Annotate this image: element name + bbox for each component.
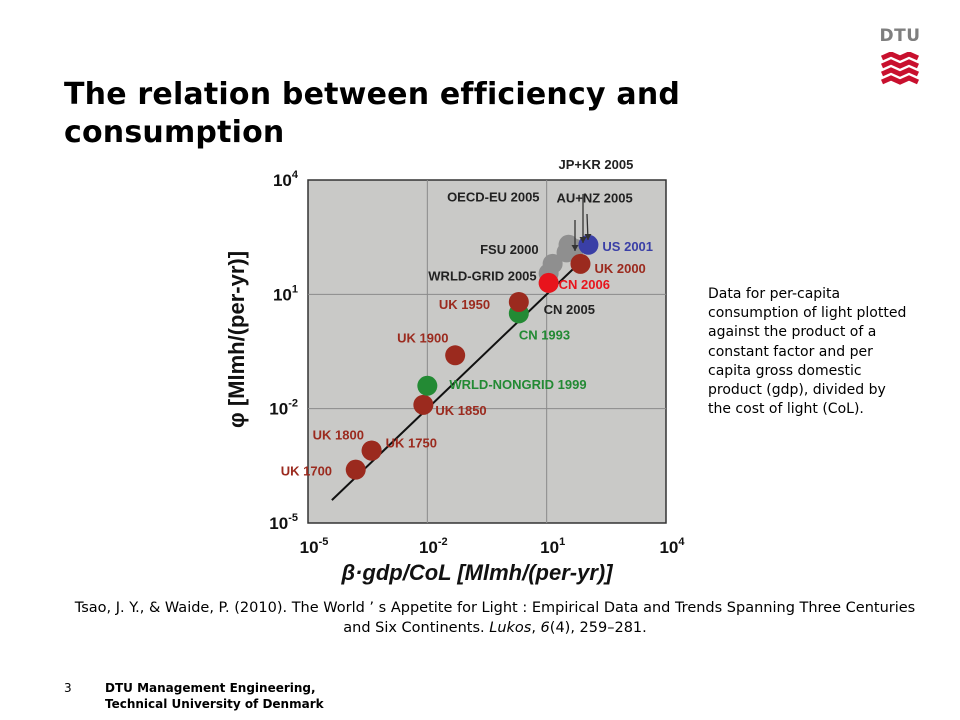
data-point-16 xyxy=(570,253,591,274)
consumption-vs-efficiency-chart: 10-5 10-2 101 104 10-5 10-2 101 104 β·gdp/CoL [M… xyxy=(224,160,685,585)
footer-line-2: Technical University of Denmark xyxy=(105,697,324,711)
y-tick-label-4: 104 xyxy=(273,169,299,190)
y-tick-label-1: 10-5 xyxy=(269,512,298,533)
page-number: 3 xyxy=(64,681,72,695)
point-label-17: US 2001 xyxy=(602,239,653,254)
dtu-wave-mark-icon xyxy=(880,52,920,85)
title-line-1: The relation between efficiency and xyxy=(64,77,681,112)
data-point-10 xyxy=(542,253,563,274)
point-label-9: WRLD-GRID 2005 xyxy=(428,268,536,283)
point-label-10: FSU 2000 xyxy=(480,242,539,257)
citation: Tsao, J. Y., & Waide, P. (2010). The Wor… xyxy=(74,600,916,636)
point-label-16: UK 2000 xyxy=(594,261,645,276)
y-tick-label-3: 101 xyxy=(273,283,298,304)
callout-arrowhead-3 xyxy=(584,234,592,240)
y-tick-label-2: 10-2 xyxy=(269,398,298,419)
department-name: DTU Management Engineering, Technical Un… xyxy=(105,680,405,712)
callout-arrowhead-1 xyxy=(571,245,579,251)
point-label-7: CN 1993 xyxy=(519,327,570,342)
logo-wave-3 xyxy=(880,67,920,77)
point-label-12: AU+NZ 2005 xyxy=(557,191,633,206)
data-point-3 xyxy=(361,440,382,461)
logo-wave-1 xyxy=(880,52,920,61)
data-point-6 xyxy=(445,345,466,366)
point-label-15: CN 2006 xyxy=(559,277,610,292)
point-label-3: UK 1800 xyxy=(313,428,364,443)
point-label-11: OECD-EU 2005 xyxy=(447,189,539,204)
title-line-2: consumption xyxy=(64,115,285,150)
chart-description: Data for per-capita consumption of light… xyxy=(708,286,907,418)
citation-volume: 6 xyxy=(540,620,550,636)
data-point-8 xyxy=(508,291,529,312)
x-tick-label-3: 101 xyxy=(540,536,565,557)
point-label-1: UK 1700 xyxy=(281,464,332,479)
x-axis-title: β·gdp/CoL [Mlmh/(per-yr)] xyxy=(340,560,613,585)
slide-title: The relation between efficiency and cons… xyxy=(64,76,784,152)
point-label-13: JP+KR 2005 xyxy=(559,160,634,172)
logo-wave-2 xyxy=(880,59,920,69)
data-point-5 xyxy=(417,375,438,396)
point-label-6: UK 1900 xyxy=(397,330,448,345)
point-label-14: CN 2005 xyxy=(544,302,595,317)
citation-rest: (4), 259–281. xyxy=(549,620,647,636)
data-point-1 xyxy=(345,459,366,480)
point-label-2: UK 1750 xyxy=(386,436,437,451)
footer-line-1: DTU Management Engineering, xyxy=(105,681,316,695)
data-point-4 xyxy=(413,394,434,415)
x-tick-label-2: 10-2 xyxy=(419,536,448,557)
dtu-logo: DTU xyxy=(879,26,921,88)
point-label-8: UK 1950 xyxy=(439,297,490,312)
y-axis-title: φ [Mlmh/(per-yr)] xyxy=(224,251,249,428)
citation-journal: Lukos xyxy=(489,620,532,636)
logo-text: DTU xyxy=(879,26,921,46)
citation-main: Tsao, J. Y., & Waide, P. (2010). The Wor… xyxy=(74,600,916,636)
x-tick-label-1: 10-5 xyxy=(300,536,329,557)
x-tick-label-4: 104 xyxy=(659,536,685,557)
data-point-13 xyxy=(558,234,579,255)
data-point-15 xyxy=(538,272,559,293)
point-label-4: UK 1850 xyxy=(435,403,486,418)
callout-arrowhead-2 xyxy=(579,237,587,243)
logo-wave-4 xyxy=(880,75,920,85)
point-label-5: WRLD-NONGRID 1999 xyxy=(449,377,586,392)
